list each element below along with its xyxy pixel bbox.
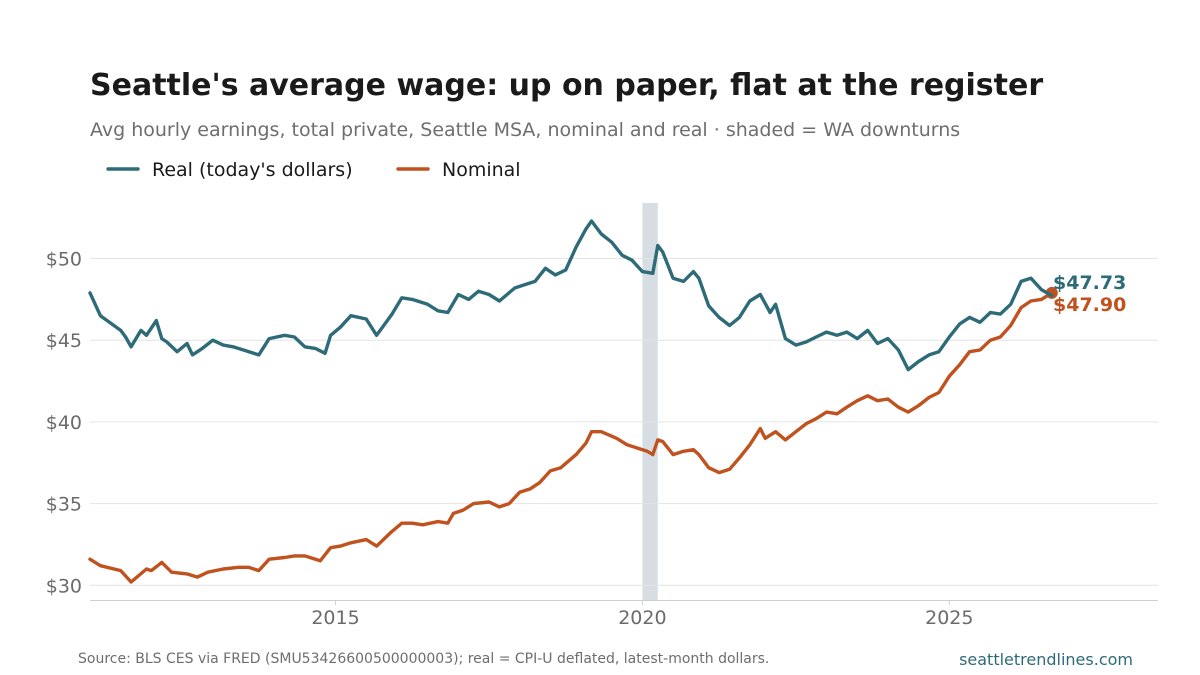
end-label-real: $47.73 bbox=[1053, 272, 1126, 294]
series-lines bbox=[88, 219, 1058, 584]
end-labels: $47.73$47.90 bbox=[1053, 272, 1126, 316]
y-tick-label: $45 bbox=[46, 330, 82, 352]
y-axis: $30 $35 $40 $45 $50 bbox=[46, 249, 82, 598]
series-line-real bbox=[88, 219, 1054, 372]
y-tick-label: $30 bbox=[46, 575, 82, 597]
y-tick-label: $35 bbox=[46, 494, 82, 516]
downturn-shade-0 bbox=[642, 203, 658, 600]
x-tick-label: 2015 bbox=[311, 607, 359, 629]
x-tick-label: 2020 bbox=[618, 607, 666, 629]
site-credit: seattletrendlines.com bbox=[959, 650, 1133, 669]
chart-subtitle: Avg hourly earnings, total private, Seat… bbox=[90, 119, 961, 141]
source-note: Source: BLS CES via FRED (SMU53426600500… bbox=[78, 651, 770, 667]
y-tick-label: $40 bbox=[46, 412, 82, 434]
legend-label-nominal: Nominal bbox=[442, 159, 521, 181]
legend-label-real: Real (today's dollars) bbox=[152, 159, 353, 181]
x-tick-label: 2025 bbox=[925, 607, 973, 629]
chart-title: Seattle's average wage: up on paper, fla… bbox=[90, 68, 1044, 103]
series-line-nominal bbox=[88, 291, 1054, 584]
end-point-nominal bbox=[1045, 286, 1058, 299]
chart-legend: Real (today's dollars) Nominal bbox=[106, 159, 521, 181]
y-tick-label: $50 bbox=[46, 249, 82, 271]
end-label-nominal: $47.90 bbox=[1053, 294, 1126, 316]
x-axis: 2015 2020 2025 bbox=[90, 600, 1158, 629]
shaded-periods bbox=[642, 203, 658, 600]
gridlines bbox=[90, 258, 1158, 586]
